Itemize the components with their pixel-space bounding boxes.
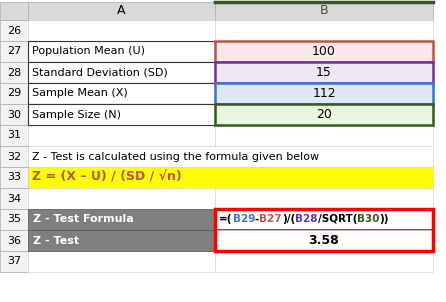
Bar bbox=[0, 251, 28, 272]
Bar bbox=[215, 83, 433, 104]
Text: 37: 37 bbox=[7, 256, 21, 266]
Text: 20: 20 bbox=[316, 108, 332, 121]
Bar bbox=[28, 41, 215, 62]
Text: 29: 29 bbox=[7, 88, 21, 98]
Text: 31: 31 bbox=[7, 130, 21, 140]
Bar bbox=[28, 20, 215, 41]
Bar bbox=[0, 146, 28, 167]
Bar bbox=[28, 188, 215, 209]
Text: Z = (X – U) / (SD / √n): Z = (X – U) / (SD / √n) bbox=[32, 171, 182, 184]
Bar bbox=[215, 2, 433, 20]
Text: 34: 34 bbox=[7, 194, 21, 204]
Text: -: - bbox=[255, 214, 259, 224]
Text: Standard Deviation (SD): Standard Deviation (SD) bbox=[32, 68, 168, 78]
Bar bbox=[0, 188, 28, 209]
Bar bbox=[28, 125, 215, 146]
Bar bbox=[0, 20, 28, 41]
Text: 15: 15 bbox=[316, 66, 332, 79]
Text: B27: B27 bbox=[259, 214, 282, 224]
Text: Sample Mean (X): Sample Mean (X) bbox=[32, 88, 128, 98]
Bar bbox=[28, 83, 215, 104]
Bar bbox=[215, 104, 433, 125]
Bar bbox=[215, 41, 433, 62]
Bar bbox=[215, 209, 433, 230]
Text: Population Mean (U): Population Mean (U) bbox=[32, 47, 145, 56]
Bar bbox=[0, 41, 28, 62]
Bar bbox=[28, 167, 433, 188]
Text: B29: B29 bbox=[232, 214, 255, 224]
Bar bbox=[215, 209, 433, 230]
Bar bbox=[0, 167, 28, 188]
Bar bbox=[28, 146, 433, 167]
Text: 27: 27 bbox=[7, 47, 21, 56]
Bar bbox=[215, 62, 433, 83]
Text: )): )) bbox=[380, 214, 389, 224]
Bar bbox=[0, 209, 28, 230]
Bar bbox=[215, 188, 433, 209]
Text: 26: 26 bbox=[7, 25, 21, 36]
Bar bbox=[215, 230, 433, 251]
Bar bbox=[215, 104, 433, 125]
Bar bbox=[28, 104, 215, 125]
Text: 3.58: 3.58 bbox=[309, 234, 339, 247]
Text: 36: 36 bbox=[7, 236, 21, 246]
Text: B: B bbox=[320, 5, 328, 18]
Bar bbox=[28, 251, 215, 272]
Text: )/(: )/( bbox=[282, 214, 295, 224]
Text: 33: 33 bbox=[7, 172, 21, 182]
Bar bbox=[0, 2, 28, 20]
Bar bbox=[215, 41, 433, 62]
Text: Z - Test: Z - Test bbox=[33, 236, 79, 246]
Text: B30: B30 bbox=[357, 214, 380, 224]
Text: B28: B28 bbox=[295, 214, 318, 224]
Bar bbox=[215, 251, 433, 272]
Text: =(: =( bbox=[219, 214, 232, 224]
Text: 35: 35 bbox=[7, 214, 21, 224]
Bar bbox=[215, 62, 433, 83]
Text: 100: 100 bbox=[312, 45, 336, 58]
Text: A: A bbox=[117, 5, 126, 18]
Text: 112: 112 bbox=[312, 87, 336, 100]
Bar bbox=[0, 62, 28, 83]
Text: /SQRT(: /SQRT( bbox=[318, 214, 357, 224]
Bar bbox=[28, 209, 215, 230]
Bar bbox=[28, 2, 215, 20]
Bar bbox=[215, 125, 433, 146]
Text: 32: 32 bbox=[7, 152, 21, 162]
Bar bbox=[0, 83, 28, 104]
Bar bbox=[215, 20, 433, 41]
Bar bbox=[0, 104, 28, 125]
Text: Sample Size (N): Sample Size (N) bbox=[32, 110, 121, 120]
Text: Z - Test Formula: Z - Test Formula bbox=[33, 214, 134, 224]
Bar bbox=[215, 209, 433, 251]
Bar bbox=[215, 83, 433, 104]
Text: 28: 28 bbox=[7, 68, 21, 78]
Bar bbox=[28, 230, 215, 251]
Text: Z - Test is calculated using the formula given below: Z - Test is calculated using the formula… bbox=[32, 152, 319, 162]
Bar bbox=[0, 230, 28, 251]
Bar bbox=[28, 62, 215, 83]
Bar bbox=[0, 125, 28, 146]
Text: 30: 30 bbox=[7, 110, 21, 120]
